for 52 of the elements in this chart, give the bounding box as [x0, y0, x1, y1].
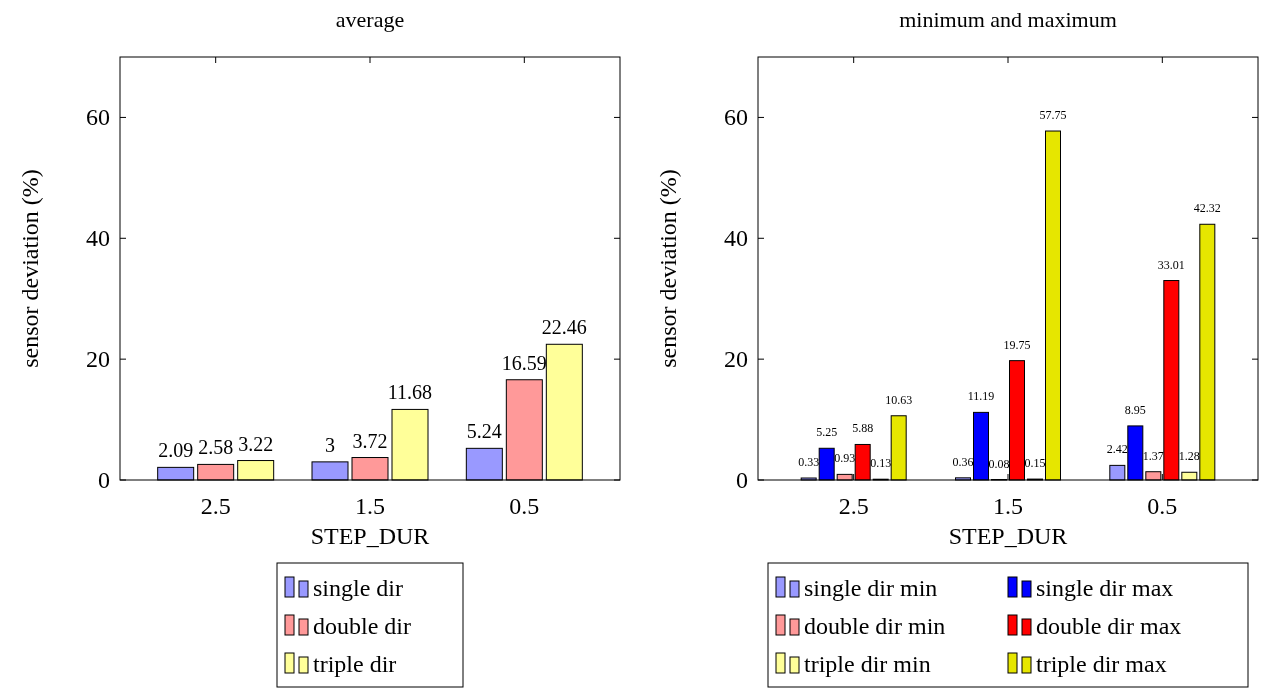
data-label: 11.19: [967, 389, 995, 404]
data-label: 33.01: [1157, 257, 1185, 272]
chart-title: average: [335, 7, 405, 32]
x-axis-title: STEP_DUR: [948, 523, 1068, 549]
data-label: 2.58: [198, 436, 234, 459]
legend-label: double dir min: [804, 613, 946, 639]
x-tick-label: 2.5: [838, 493, 869, 519]
y-tick-label: 20: [724, 346, 748, 373]
legend-label: double dir: [313, 613, 411, 639]
x-axis-title: STEP_DUR: [310, 523, 430, 549]
data-label: 0.33: [798, 455, 820, 470]
data-label: 5.25: [816, 425, 838, 440]
data-label: 8.95: [1124, 402, 1146, 417]
legend-label: single dir min: [804, 575, 938, 601]
x-tick-label: 0.5: [1147, 493, 1178, 519]
legend-label: triple dir: [313, 651, 397, 677]
data-label: 3.72: [352, 429, 388, 452]
y-axis-title: sensor deviation (%): [655, 169, 681, 368]
y-axis-title: sensor deviation (%): [17, 169, 43, 368]
data-label: 0.08: [988, 456, 1010, 471]
legend-label: single dir: [313, 575, 403, 601]
x-tick-label: 1.5: [993, 493, 1023, 519]
data-label: 3: [325, 433, 335, 456]
chart-title: minimum and maximum: [899, 7, 1117, 32]
x-tick-label: 1.5: [355, 493, 385, 519]
y-tick-label: 0: [736, 467, 748, 493]
data-label: 11.68: [387, 381, 433, 404]
data-label: 22.46: [541, 316, 587, 339]
y-tick-label: 60: [724, 104, 748, 131]
data-label: 0.15: [1024, 456, 1046, 471]
x-tick-label: 0.5: [509, 493, 540, 519]
y-tick-label: 20: [86, 346, 110, 373]
y-tick-label: 40: [724, 225, 748, 252]
data-label: 42.32: [1193, 201, 1221, 216]
y-tick-label: 40: [86, 225, 110, 252]
y-tick-label: 60: [86, 104, 110, 131]
y-tick-label: 0: [98, 467, 110, 493]
data-label: 57.75: [1039, 108, 1067, 123]
data-label: 2.42: [1106, 442, 1128, 457]
data-label: 5.88: [852, 421, 874, 436]
data-label: 10.63: [885, 392, 913, 407]
legend-label: triple dir min: [804, 651, 931, 677]
data-label: 19.75: [1003, 337, 1031, 352]
data-label: 16.59: [501, 351, 547, 374]
data-label: 5.24: [466, 420, 502, 443]
data-label: 3.22: [238, 432, 274, 455]
legend-label: single dir max: [1036, 575, 1174, 601]
data-label: 2.09: [158, 439, 194, 462]
legend-label: double dir max: [1036, 613, 1182, 639]
data-label: 0.36: [952, 454, 974, 469]
legend-label: triple dir max: [1036, 651, 1167, 677]
x-tick-label: 2.5: [200, 493, 231, 519]
